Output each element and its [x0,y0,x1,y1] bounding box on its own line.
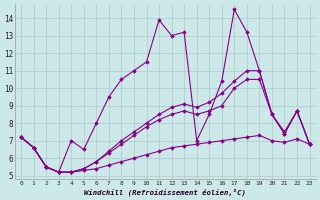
X-axis label: Windchill (Refroidissement éolien,°C): Windchill (Refroidissement éolien,°C) [84,188,246,196]
